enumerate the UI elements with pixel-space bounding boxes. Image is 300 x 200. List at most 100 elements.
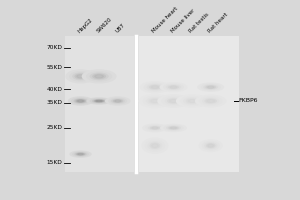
Text: 40KD: 40KD: [47, 87, 63, 92]
Ellipse shape: [152, 100, 158, 102]
Ellipse shape: [140, 81, 170, 93]
Ellipse shape: [148, 98, 161, 104]
Ellipse shape: [170, 86, 177, 89]
Ellipse shape: [148, 141, 162, 150]
Ellipse shape: [142, 124, 168, 132]
Ellipse shape: [111, 98, 125, 104]
Ellipse shape: [92, 74, 106, 79]
Ellipse shape: [164, 125, 184, 131]
Ellipse shape: [96, 100, 103, 102]
Ellipse shape: [82, 69, 117, 83]
Ellipse shape: [201, 84, 221, 91]
Ellipse shape: [94, 100, 104, 102]
Ellipse shape: [161, 96, 186, 106]
Ellipse shape: [112, 99, 123, 103]
Ellipse shape: [153, 127, 157, 129]
Text: U87: U87: [114, 23, 125, 34]
Ellipse shape: [144, 83, 166, 92]
Ellipse shape: [147, 84, 163, 90]
Ellipse shape: [202, 97, 219, 105]
Ellipse shape: [166, 84, 181, 90]
Ellipse shape: [94, 74, 104, 78]
Ellipse shape: [160, 82, 188, 92]
Ellipse shape: [199, 139, 223, 152]
Ellipse shape: [76, 74, 85, 78]
Text: Rat testis: Rat testis: [189, 12, 210, 34]
Ellipse shape: [74, 152, 87, 156]
Ellipse shape: [203, 85, 218, 90]
Ellipse shape: [74, 98, 88, 104]
Ellipse shape: [72, 72, 89, 80]
Ellipse shape: [208, 145, 213, 147]
Ellipse shape: [148, 126, 162, 130]
Text: 55KD: 55KD: [47, 65, 63, 70]
Ellipse shape: [202, 141, 220, 150]
Ellipse shape: [89, 72, 109, 80]
Ellipse shape: [183, 97, 201, 105]
Ellipse shape: [65, 69, 96, 83]
Ellipse shape: [97, 100, 101, 102]
Ellipse shape: [71, 97, 90, 105]
Ellipse shape: [92, 99, 106, 103]
Text: Mouse liver: Mouse liver: [170, 8, 196, 34]
Text: Rat heart: Rat heart: [207, 12, 229, 34]
Ellipse shape: [78, 75, 83, 78]
Ellipse shape: [176, 94, 208, 108]
Ellipse shape: [116, 100, 120, 102]
Text: 25KD: 25KD: [47, 125, 63, 130]
Ellipse shape: [208, 100, 214, 102]
Ellipse shape: [169, 99, 178, 103]
Ellipse shape: [150, 99, 159, 103]
Ellipse shape: [153, 144, 157, 147]
Ellipse shape: [145, 140, 165, 152]
Ellipse shape: [204, 142, 218, 149]
Ellipse shape: [166, 126, 181, 130]
Text: SW620: SW620: [96, 17, 113, 34]
Text: Mouse heart: Mouse heart: [152, 6, 179, 34]
Ellipse shape: [205, 85, 216, 89]
Ellipse shape: [171, 100, 176, 102]
Ellipse shape: [206, 99, 215, 103]
Ellipse shape: [168, 85, 179, 89]
Ellipse shape: [199, 96, 223, 106]
Ellipse shape: [207, 86, 214, 88]
Ellipse shape: [207, 144, 214, 147]
Ellipse shape: [146, 97, 164, 105]
Ellipse shape: [171, 86, 176, 88]
Ellipse shape: [86, 97, 112, 105]
Ellipse shape: [165, 97, 182, 105]
Ellipse shape: [149, 142, 160, 149]
Ellipse shape: [69, 71, 92, 82]
Ellipse shape: [75, 99, 85, 103]
Ellipse shape: [79, 153, 83, 155]
Ellipse shape: [152, 86, 158, 88]
Ellipse shape: [77, 100, 84, 102]
Ellipse shape: [171, 127, 176, 129]
Ellipse shape: [149, 85, 161, 90]
Ellipse shape: [204, 98, 217, 104]
Ellipse shape: [143, 96, 167, 106]
Ellipse shape: [151, 85, 159, 89]
Bar: [65, 36, 134, 172]
Ellipse shape: [150, 126, 160, 130]
Ellipse shape: [68, 96, 93, 106]
Ellipse shape: [206, 143, 215, 148]
Ellipse shape: [141, 138, 168, 154]
Ellipse shape: [151, 143, 159, 148]
Ellipse shape: [152, 127, 158, 129]
Ellipse shape: [108, 97, 127, 105]
Ellipse shape: [180, 96, 204, 106]
Ellipse shape: [69, 150, 92, 158]
Text: 35KD: 35KD: [47, 100, 63, 105]
Ellipse shape: [105, 96, 130, 106]
Ellipse shape: [163, 83, 184, 91]
Ellipse shape: [195, 95, 226, 107]
Text: 15KD: 15KD: [47, 160, 63, 165]
Ellipse shape: [89, 98, 109, 104]
Text: 70KD: 70KD: [47, 45, 63, 50]
Ellipse shape: [189, 100, 195, 102]
Ellipse shape: [188, 99, 196, 103]
Ellipse shape: [160, 124, 187, 132]
Ellipse shape: [76, 153, 85, 156]
Ellipse shape: [139, 94, 171, 108]
